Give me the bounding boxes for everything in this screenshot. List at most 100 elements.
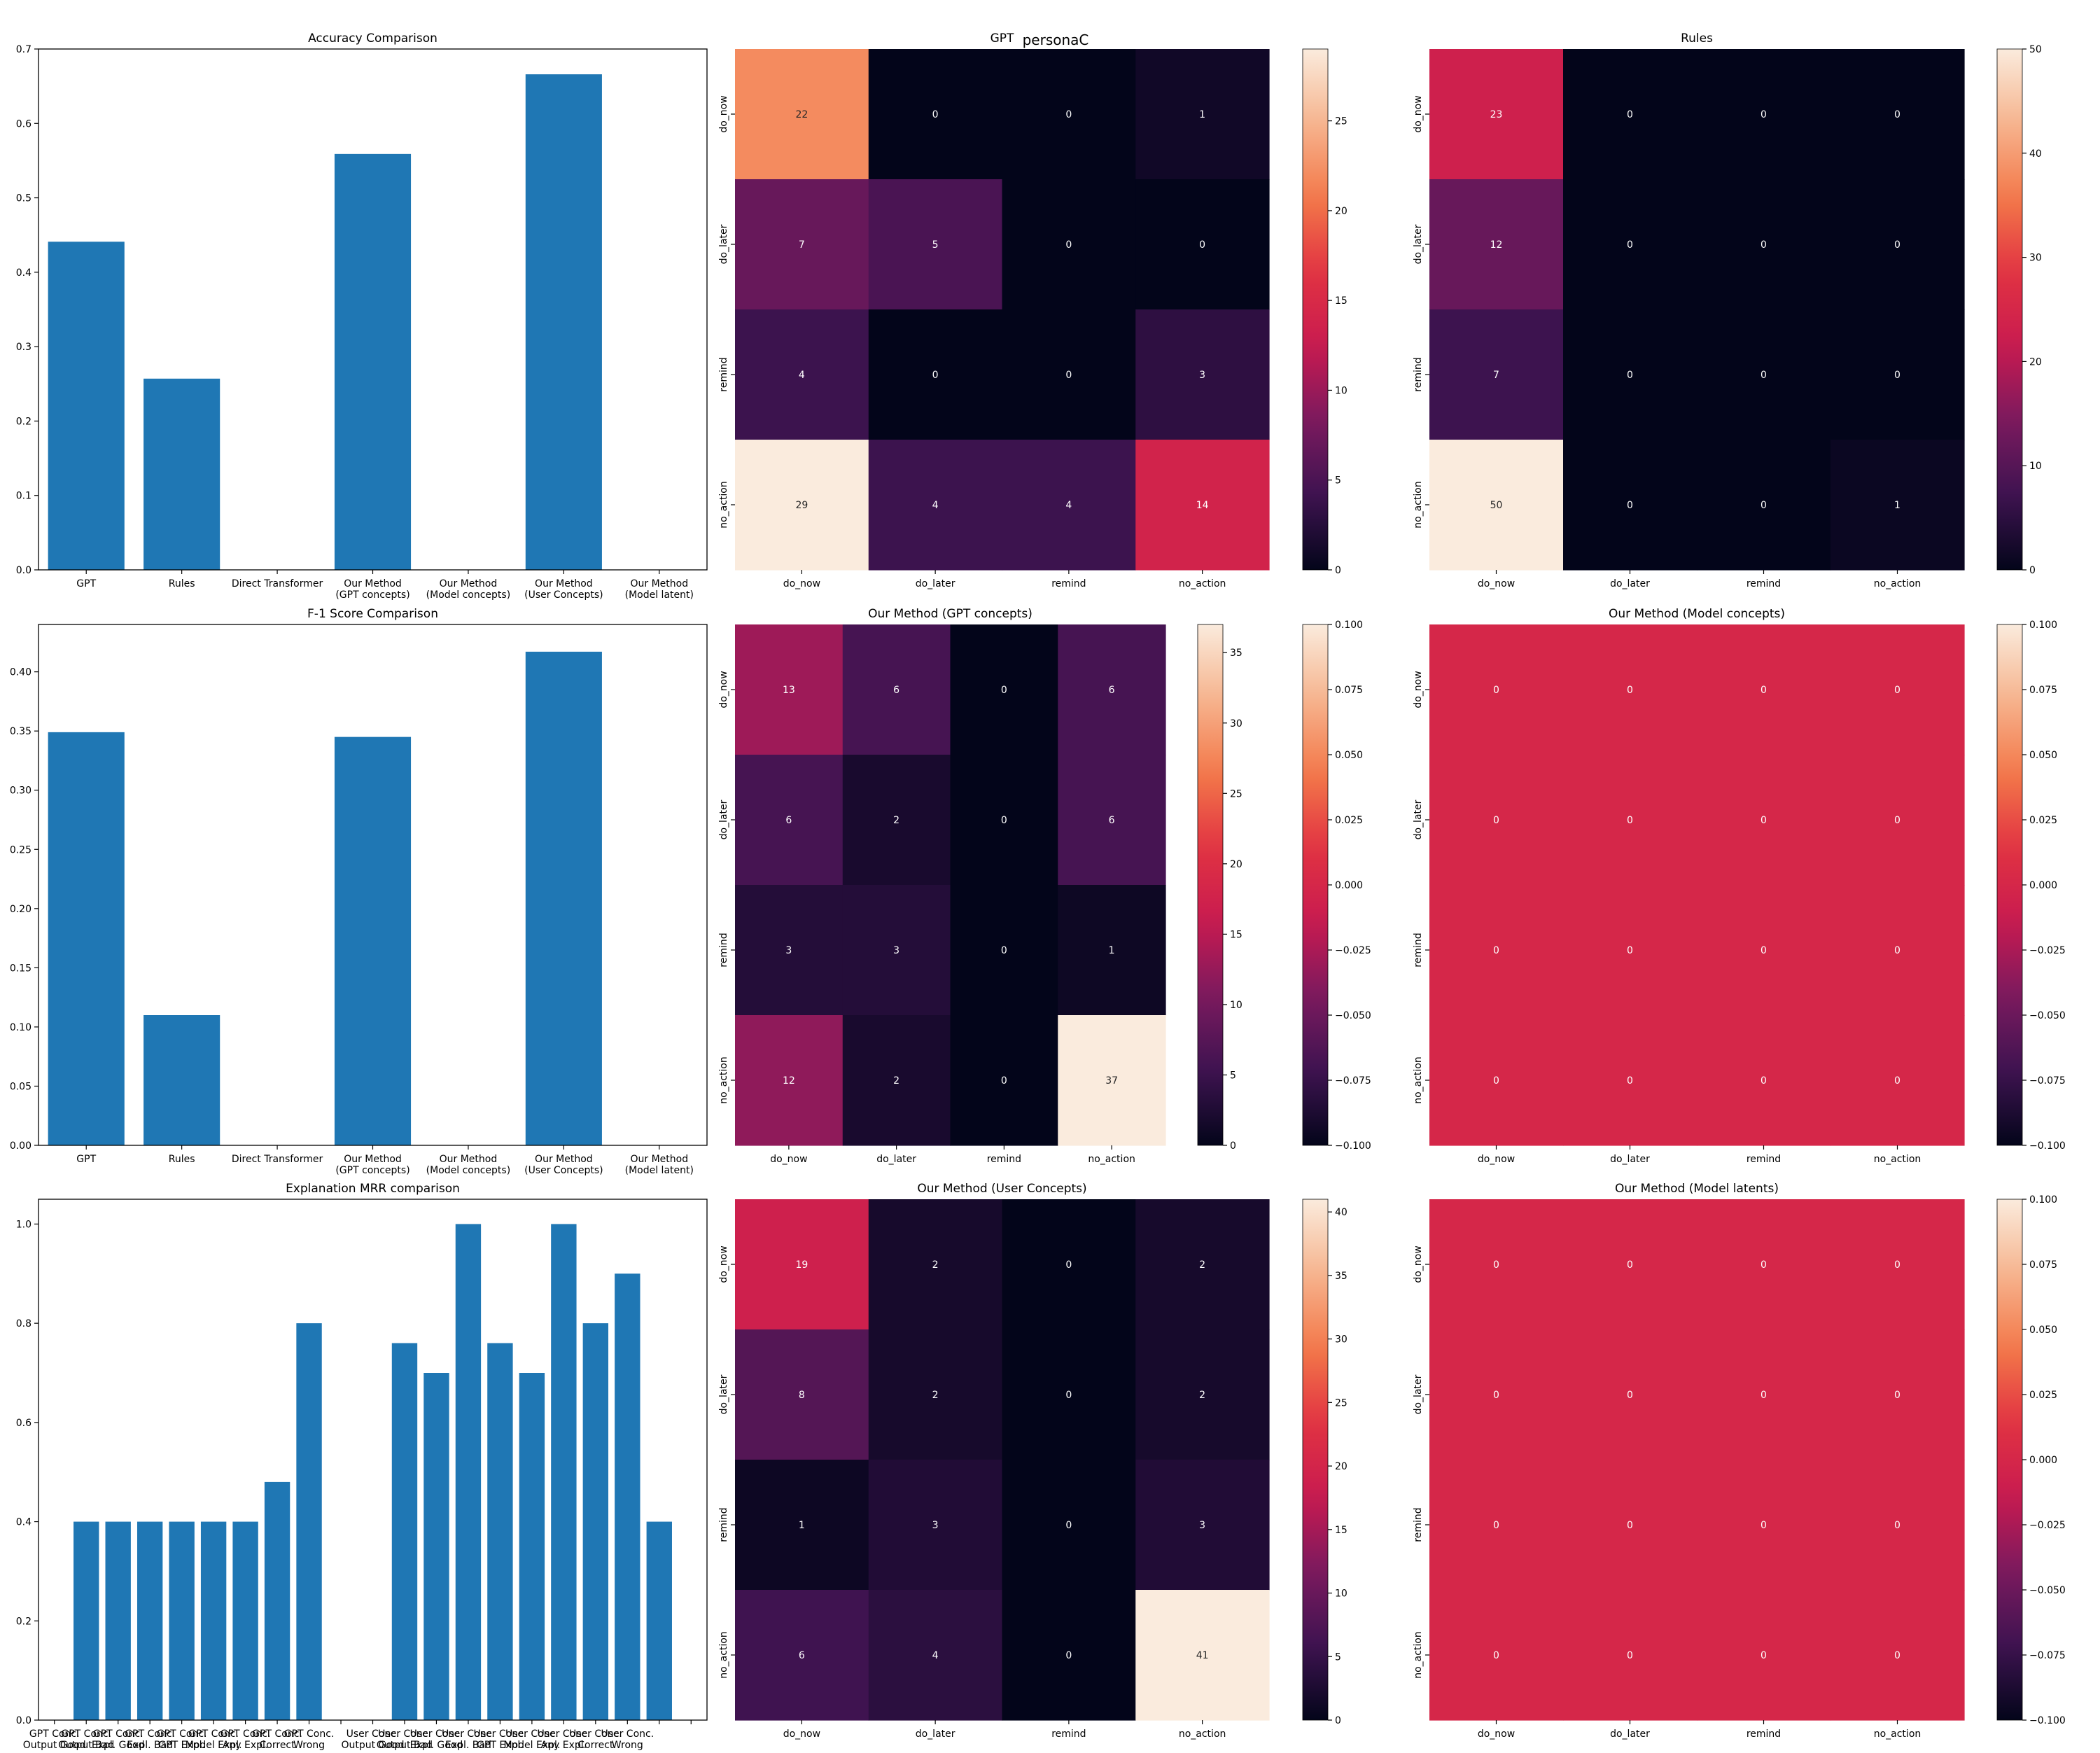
colorbar-tick-label: 0.100 [1335,620,1363,631]
x-tick-label: Output Bad [58,1740,114,1750]
heatmap-cell [1002,1460,1136,1591]
cell-label: 0 [1894,945,1900,956]
x-tick-label: Model Expl. [503,1740,560,1750]
x-tick-label: GPT Conc. [252,1728,302,1740]
x-tick-label: Our Method [344,1154,402,1165]
bar [455,1224,482,1720]
y-tick-label: 0.7 [16,44,31,55]
y-tick-label: 0.40 [10,667,31,678]
cell-label: 0 [1894,1650,1900,1661]
heatmap-cell [1697,1329,1831,1460]
colorbar-tick-label: 50 [2029,44,2042,55]
row-label: remind [1413,933,1424,967]
col-label: remind [1746,1728,1781,1740]
cell-label: 0 [1065,370,1072,381]
cell-label: 37 [1105,1075,1118,1087]
colorbar-tick-label: 30 [2029,253,2042,264]
x-tick-label: GPT Conc. [29,1728,80,1740]
cell-label: 0 [1493,815,1499,826]
cell-label: 2 [893,815,899,826]
chart-title: Our Method (GPT concepts) [868,607,1032,621]
heatmap-cell [842,624,951,755]
row-label: do_now [718,671,729,708]
cell-label: 0 [1894,815,1900,826]
bar [48,732,125,1145]
x-tick-label: User Conc. [505,1728,559,1740]
colorbar-tick-label: 0.075 [1335,685,1363,696]
cell-label: 0 [1894,1390,1900,1401]
row-label: do_now [718,95,729,132]
bar [487,1343,513,1720]
row-label: remind [718,1507,729,1542]
col-label: no_action [1179,1728,1226,1740]
cell-label: 6 [1109,815,1115,826]
heatmap-cell [1135,440,1270,571]
colorbar [1303,624,1328,1145]
heatmap-cell [1002,49,1136,180]
col-label: no_action [1874,578,1921,589]
bar-chart-mrr: Explanation MRR comparison 0.0 0.2 0.4 0.6 0.… [16,1182,708,1751]
x-tick-label: User Conc. [378,1728,431,1740]
heatmap-cell [1429,179,1564,310]
heatmap-cell [1697,440,1831,571]
heatmap-cell [1830,624,1965,755]
heatmap-cell [735,440,869,571]
bar [334,153,412,570]
heatmap-cell [1697,1460,1831,1591]
col-label: do_now [1478,1728,1515,1740]
cell-label: 2 [1199,1259,1205,1271]
cell-label: 0 [1894,370,1900,381]
x-tick-label: (User Concepts) [524,1165,603,1176]
colorbar-tick-label: 0.025 [2029,815,2057,826]
col-label: no_action [1874,1154,1921,1165]
colorbar [1198,624,1223,1145]
axes-frame [38,1199,708,1721]
row-label: no_action [718,1056,729,1104]
axes-frame [38,48,708,571]
colorbar-tick-label: 0 [1230,1140,1236,1152]
cell-label: 0 [1493,1075,1499,1087]
colorbar-frame [1302,48,1329,571]
y-tick-label: 0.2 [16,416,31,427]
heatmap-cell [1830,885,1965,1016]
colorbar-tick-label: 20 [1335,206,1348,217]
colorbar-frame [1996,48,2023,571]
colorbar-tick-label: −0.050 [2029,1585,2066,1596]
col-label: do_now [783,1728,820,1740]
heatmap-cell [1429,755,1564,886]
heatmap-cell [1429,49,1564,180]
bar-chart-accuracy: Accuracy Comparison 0.0 0.1 0.2 0.3 0.4 0.5 0.6… [16,32,708,601]
heatmap-cell [735,1329,869,1460]
colorbar-tick-label: 10 [2029,461,2042,472]
row-label: no_action [1413,481,1424,529]
y-tick-label: 0.05 [10,1081,31,1092]
cell-label: 4 [932,1650,939,1661]
cell-label: 0 [1199,239,1205,251]
heatmap-cell [868,309,1003,440]
heatmap-cell [842,1015,951,1146]
cell-label: 0 [1065,1259,1072,1271]
heatmap-cell [1830,179,1965,310]
heatmap-cell [735,179,869,310]
cell-label: 14 [1196,500,1209,511]
colorbar-tick-label: 15 [1230,929,1242,940]
colorbar-tick-label: 40 [2029,148,2042,160]
x-tick-label: GPT Conc. [220,1728,271,1740]
y-tick-label: 0.15 [10,963,31,974]
y-tick-label: 0.0 [16,565,31,576]
heatmap-cell [1429,1199,1564,1330]
cell-label: 6 [785,815,792,826]
bar [144,1015,220,1145]
heatmap-cell [1563,179,1698,310]
cell-label: 0 [1065,1650,1072,1661]
chart-title: Rules [1681,32,1713,46]
cell-label: 0 [1760,685,1767,696]
cell-label: 0 [1627,1650,1633,1661]
cell-label: 0 [1627,1390,1633,1401]
cell-label: 6 [799,1650,805,1661]
heatmap-cell [1002,440,1136,571]
col-label: remind [987,1154,1021,1165]
x-tick-label: Rules [169,578,195,589]
heatmap-cell [868,1590,1003,1721]
